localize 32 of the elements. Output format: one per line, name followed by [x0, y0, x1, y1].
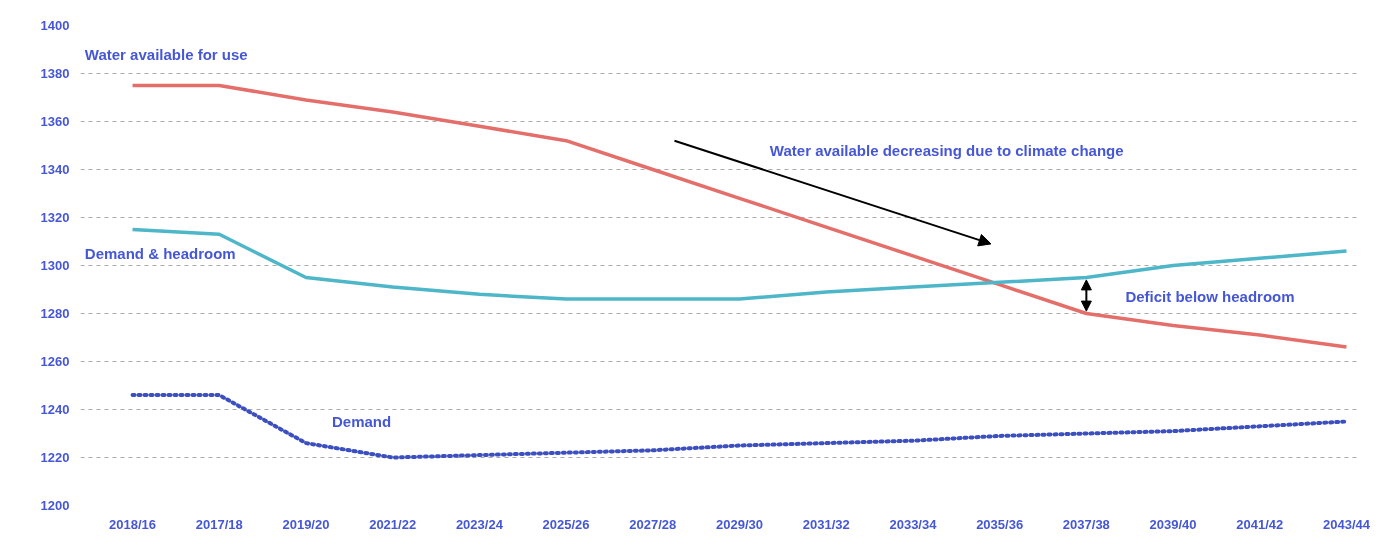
x-tick-label: 2018/16	[109, 516, 157, 532]
y-tick-label: 1400	[40, 18, 70, 33]
line-series	[130, 393, 1349, 460]
y-tick-label: 1260	[40, 354, 70, 369]
y-tick-label: 1200	[40, 498, 70, 513]
y-tick-label: 1280	[40, 306, 70, 321]
series-label: Demand	[331, 413, 392, 430]
x-tick-label: 2033/34	[889, 516, 938, 532]
y-tick-label: 1360	[40, 114, 70, 129]
x-tick-label: 2023/24	[455, 516, 504, 532]
y-tick-label: 1340	[40, 162, 70, 177]
x-tick-label: 2039/40	[1149, 516, 1197, 532]
y-tick-label: 1380	[40, 66, 70, 81]
x-tick-label: 2037/38	[1062, 516, 1110, 532]
annotation: Water available decreasing due to climate change	[769, 141, 1124, 159]
x-tick-label: 2035/36	[976, 516, 1024, 532]
x-tick-label: 2043/44	[1323, 516, 1371, 532]
x-tick-label: 2041/42	[1236, 516, 1284, 532]
x-tick-label: 2027/28	[629, 516, 677, 532]
x-tick-label: 2025/26	[542, 516, 590, 532]
x-tick-label: 2031/32	[802, 516, 850, 532]
annotation: Deficit below headroom	[1125, 288, 1295, 306]
x-tick-label: 2017/18	[195, 516, 243, 532]
series-label: Water available for use	[84, 45, 248, 63]
x-tick-label: 2021/22	[369, 516, 417, 532]
x-tick-label: 2019/20	[282, 516, 330, 532]
series-label: Demand & headroom	[84, 245, 236, 262]
y-tick-label: 1320	[40, 210, 70, 225]
x-tick-label: 2029/30	[716, 516, 764, 532]
y-tick-label: 1300	[40, 258, 70, 273]
y-tick-label: 1240	[40, 402, 70, 417]
y-tick-label: 1220	[40, 450, 70, 465]
